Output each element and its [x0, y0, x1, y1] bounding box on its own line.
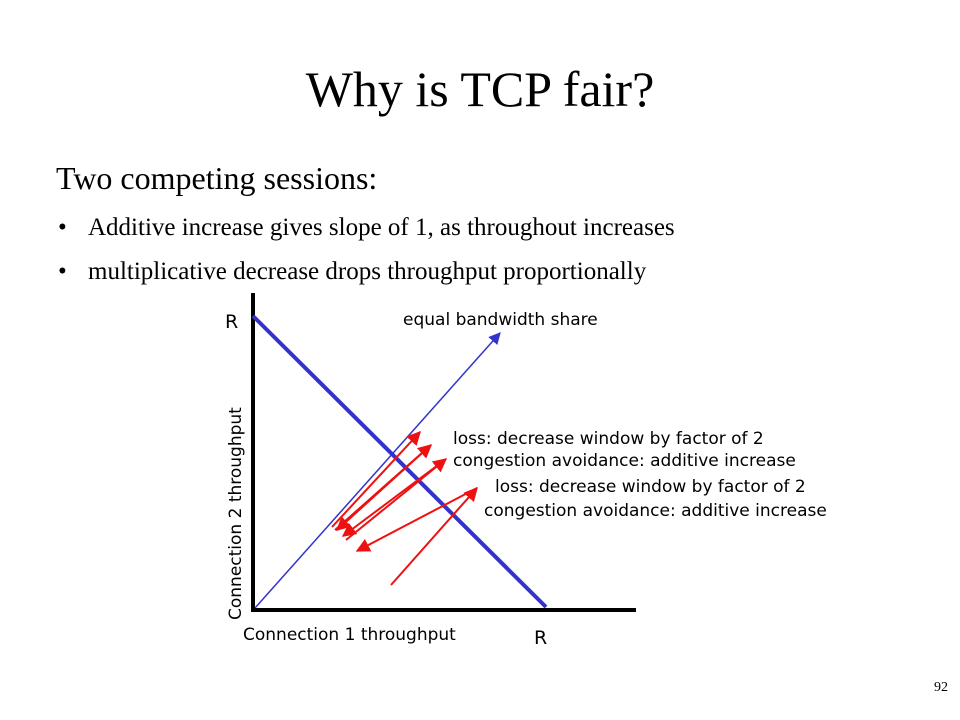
- bullet-list: • Additive increase gives slope of 1, as …: [56, 206, 675, 294]
- x-axis-max-label: R: [534, 627, 547, 649]
- bullet-item: • multiplicative decrease drops throughpu…: [56, 250, 675, 294]
- trajectory-arrows: [331, 430, 478, 586]
- annotation-ca-2: congestion avoidance: additive increase: [484, 501, 827, 521]
- trajectory-arrow: [335, 444, 432, 531]
- annotation-ca-1: congestion avoidance: additive increase: [453, 451, 796, 471]
- annotation-loss-2: loss: decrease window by factor of 2: [495, 477, 806, 497]
- bullet-text: Additive increase gives slope of 1, as t…: [88, 214, 675, 241]
- y-axis-label: Connection 2 throughput: [226, 407, 246, 620]
- trajectory-arrow: [390, 486, 478, 586]
- capacity-line: [251, 314, 548, 609]
- trajectory-arrow: [331, 430, 421, 528]
- trajectory-arrow: [355, 487, 478, 552]
- y-axis-max-label: R: [225, 311, 238, 333]
- page-number: 92: [934, 680, 948, 695]
- bullet-item: • Additive increase gives slope of 1, as …: [56, 206, 675, 250]
- bullet-dot-icon: •: [58, 214, 67, 241]
- equal-share-line: [254, 332, 501, 609]
- bullet-dot-icon: •: [58, 258, 67, 285]
- trajectory-arrow: [341, 458, 447, 537]
- equal-share-label: equal bandwidth share: [403, 310, 598, 330]
- x-axis-label: Connection 1 throughput: [243, 625, 456, 645]
- slide-title: Why is TCP fair?: [305, 61, 655, 117]
- annotation-loss-1: loss: decrease window by factor of 2: [453, 429, 764, 449]
- slide-subtitle: Two competing sessions:: [56, 160, 378, 196]
- bullet-text: multiplicative decrease drops throughput…: [88, 258, 647, 285]
